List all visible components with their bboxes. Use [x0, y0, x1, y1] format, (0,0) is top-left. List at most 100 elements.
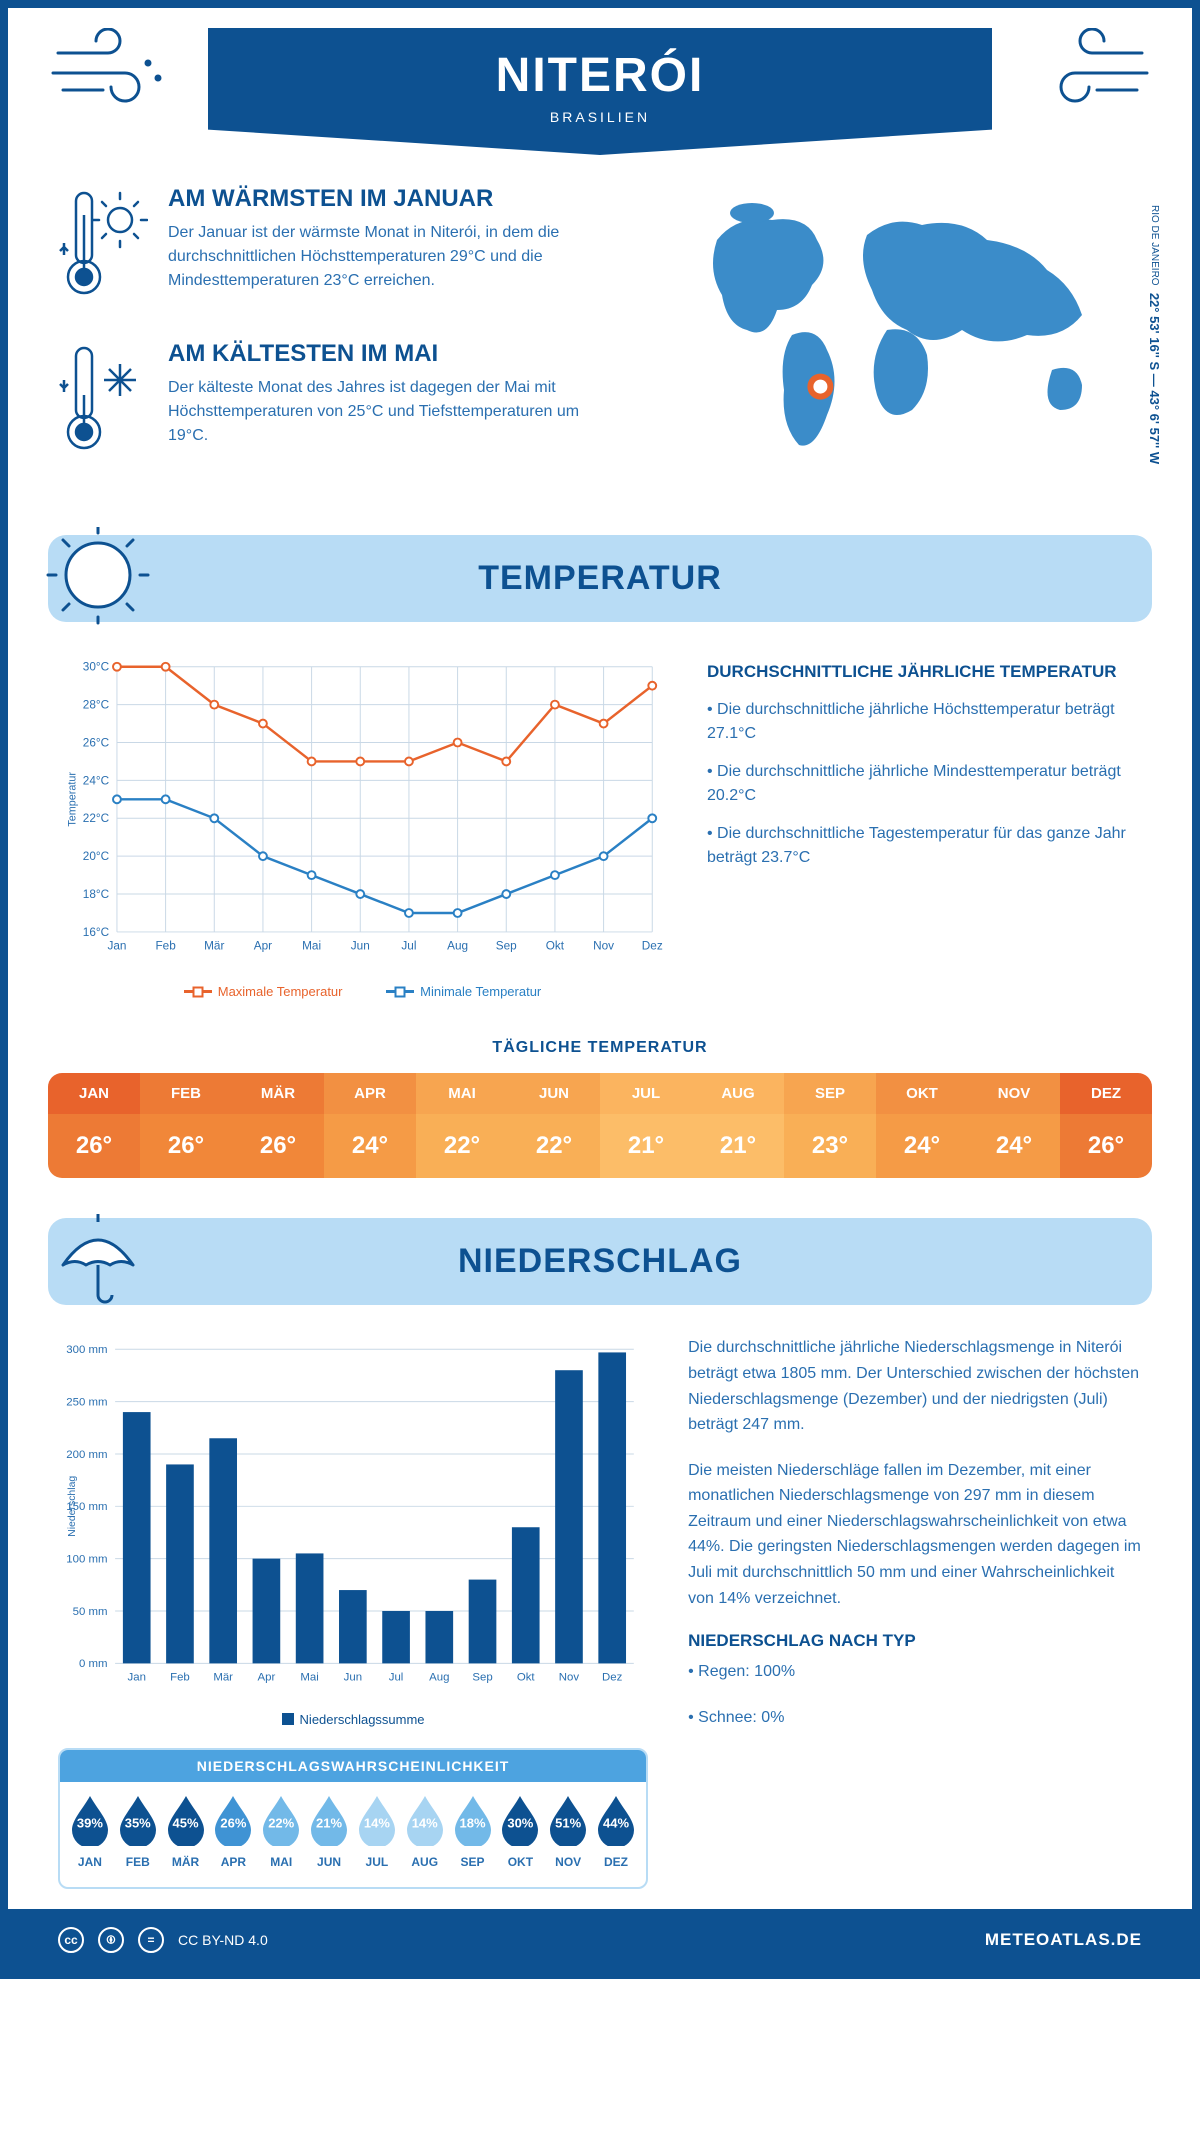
- drop-item: 18% SEP: [451, 1794, 495, 1869]
- cc-icon: cc: [58, 1927, 84, 1953]
- svg-text:0 mm: 0 mm: [79, 1658, 108, 1670]
- by-icon: 🅯: [98, 1927, 124, 1953]
- svg-text:Jan: Jan: [107, 940, 126, 953]
- raindrop-icon: 26%: [211, 1794, 255, 1846]
- svg-text:30°C: 30°C: [83, 661, 110, 674]
- temp-info-b1: • Die durchschnittliche jährliche Höchst…: [707, 698, 1142, 746]
- sun-icon: [43, 527, 153, 627]
- temperature-section-header: TEMPERATUR: [48, 535, 1152, 622]
- coldest-text: Der kälteste Monat des Jahres ist dagege…: [168, 376, 622, 448]
- raindrop-icon: 22%: [259, 1794, 303, 1846]
- drop-item: 45% MÄR: [164, 1794, 208, 1869]
- temperature-info: DURCHSCHNITTLICHE JÄHRLICHE TEMPERATUR •…: [707, 652, 1142, 999]
- footer-site: METEOATLAS.DE: [985, 1930, 1142, 1950]
- drop-item: 51% NOV: [546, 1794, 590, 1869]
- svg-text:Jul: Jul: [389, 1672, 404, 1684]
- drop-item: 14% AUG: [403, 1794, 447, 1869]
- nd-icon: =: [138, 1927, 164, 1953]
- temperature-chart: 16°C18°C20°C22°C24°C26°C28°C30°CJanFebMä…: [58, 652, 667, 999]
- svg-text:18°C: 18°C: [83, 888, 110, 901]
- wind-icon-right: [1022, 28, 1152, 118]
- country-name: BRASILIEN: [248, 109, 952, 125]
- svg-text:Apr: Apr: [254, 940, 272, 953]
- prob-title: NIEDERSCHLAGSWAHRSCHEINLICHKEIT: [60, 1750, 646, 1782]
- precip-p1: Die durchschnittliche jährliche Niedersc…: [688, 1335, 1142, 1437]
- precipitation-probability-box: NIEDERSCHLAGSWAHRSCHEINLICHKEIT 39% JAN …: [58, 1748, 648, 1889]
- warmest-block: AM WÄRMSTEN IM JANUAR Der Januar ist der…: [58, 185, 622, 310]
- city-name: NITERÓI: [248, 48, 952, 103]
- precip-snow: • Schnee: 0%: [688, 1705, 1142, 1731]
- coldest-block: AM KÄLTESTEN IM MAI Der kälteste Monat d…: [58, 340, 622, 465]
- precipitation-content: 0 mm50 mm100 mm150 mm200 mm250 mm300 mmJ…: [8, 1305, 1192, 1909]
- svg-text:20°C: 20°C: [83, 850, 110, 863]
- svg-text:Mär: Mär: [204, 940, 224, 953]
- header: NITERÓI BRASILIEN: [8, 8, 1192, 155]
- drop-item: 39% JAN: [68, 1794, 112, 1869]
- precipitation-chart: 0 mm50 mm100 mm150 mm200 mm250 mm300 mmJ…: [58, 1335, 648, 1697]
- svg-text:Jan: Jan: [128, 1672, 146, 1684]
- svg-text:Dez: Dez: [642, 940, 663, 953]
- svg-text:Mär: Mär: [213, 1672, 233, 1684]
- wind-icon-left: [48, 28, 178, 118]
- svg-text:Sep: Sep: [496, 940, 517, 953]
- precipitation-left: 0 mm50 mm100 mm150 mm200 mm250 mm300 mmJ…: [58, 1335, 648, 1889]
- precip-legend: Niederschlagssumme: [58, 1712, 648, 1729]
- raindrop-icon: 14%: [355, 1794, 399, 1846]
- svg-text:Aug: Aug: [447, 940, 468, 953]
- infographic-page: NITERÓI BRASILIEN AM WÄRMST: [0, 0, 1200, 1979]
- world-map-icon: [662, 185, 1142, 465]
- drop-item: 35% FEB: [116, 1794, 160, 1869]
- svg-text:200 mm: 200 mm: [66, 1449, 107, 1461]
- thermometer-sun-icon: [58, 185, 148, 310]
- drops-row: 39% JAN 35% FEB 45% MÄR 26% APR: [60, 1782, 646, 1873]
- umbrella-icon: [43, 1210, 153, 1310]
- precipitation-title: NIEDERSCHLAG: [48, 1242, 1152, 1281]
- svg-text:Dez: Dez: [602, 1672, 623, 1684]
- license-text: CC BY-ND 4.0: [178, 1932, 268, 1948]
- svg-text:300 mm: 300 mm: [66, 1344, 107, 1356]
- svg-text:22°C: 22°C: [83, 812, 110, 825]
- footer: cc 🅯 = CC BY-ND 4.0 METEOATLAS.DE: [8, 1909, 1192, 1971]
- precipitation-section-header: NIEDERSCHLAG: [48, 1218, 1152, 1305]
- daily-temp-title: TÄGLICHE TEMPERATUR: [8, 1039, 1192, 1057]
- drop-item: 26% APR: [211, 1794, 255, 1869]
- drop-item: 21% JUN: [307, 1794, 351, 1869]
- temperature-legend: Maximale Temperatur Minimale Temperatur: [58, 981, 667, 999]
- temperature-content: 16°C18°C20°C22°C24°C26°C28°C30°CJanFebMä…: [8, 622, 1192, 1009]
- svg-text:Aug: Aug: [429, 1672, 449, 1684]
- title-ribbon: NITERÓI BRASILIEN: [208, 28, 992, 155]
- drop-item: 22% MAI: [259, 1794, 303, 1869]
- svg-text:Niederschlag: Niederschlag: [67, 1476, 78, 1537]
- raindrop-icon: 30%: [498, 1794, 542, 1846]
- precipitation-right: Die durchschnittliche jährliche Niedersc…: [688, 1335, 1142, 1889]
- drop-item: 44% DEZ: [594, 1794, 638, 1869]
- raindrop-icon: 14%: [403, 1794, 447, 1846]
- raindrop-icon: 18%: [451, 1794, 495, 1846]
- coldest-title: AM KÄLTESTEN IM MAI: [168, 340, 622, 368]
- intro-left: AM WÄRMSTEN IM JANUAR Der Januar ist der…: [58, 185, 622, 495]
- footer-license: cc 🅯 = CC BY-ND 4.0: [58, 1927, 268, 1953]
- raindrop-icon: 44%: [594, 1794, 638, 1846]
- svg-text:26°C: 26°C: [83, 736, 110, 749]
- svg-text:50 mm: 50 mm: [73, 1606, 108, 1618]
- svg-text:Okt: Okt: [546, 940, 565, 953]
- svg-text:28°C: 28°C: [83, 699, 110, 712]
- svg-text:Apr: Apr: [258, 1672, 276, 1684]
- intro-section: AM WÄRMSTEN IM JANUAR Der Januar ist der…: [8, 155, 1192, 535]
- daily-temp-table: JANFEBMÄRAPRMAIJUNJULAUGSEPOKTNOVDEZ26°2…: [48, 1073, 1152, 1178]
- temp-info-title: DURCHSCHNITTLICHE JÄHRLICHE TEMPERATUR: [707, 662, 1142, 682]
- svg-text:250 mm: 250 mm: [66, 1397, 107, 1409]
- world-map-block: RIO DE JANEIRO 22° 53' 16'' S — 43° 6' 5…: [662, 185, 1142, 495]
- svg-text:Nov: Nov: [593, 940, 614, 953]
- svg-text:24°C: 24°C: [83, 774, 110, 787]
- svg-text:Jun: Jun: [344, 1672, 362, 1684]
- warmest-text: Der Januar ist der wärmste Monat in Nite…: [168, 221, 622, 293]
- precip-p2: Die meisten Niederschläge fallen im Deze…: [688, 1458, 1142, 1612]
- svg-text:Okt: Okt: [517, 1672, 536, 1684]
- raindrop-icon: 45%: [164, 1794, 208, 1846]
- svg-text:Temperatur: Temperatur: [67, 772, 79, 827]
- warmest-title: AM WÄRMSTEN IM JANUAR: [168, 185, 622, 213]
- svg-text:16°C: 16°C: [83, 926, 110, 939]
- coordinates: RIO DE JANEIRO 22° 53' 16'' S — 43° 6' 5…: [1147, 205, 1162, 464]
- precip-rain: • Regen: 100%: [688, 1659, 1142, 1685]
